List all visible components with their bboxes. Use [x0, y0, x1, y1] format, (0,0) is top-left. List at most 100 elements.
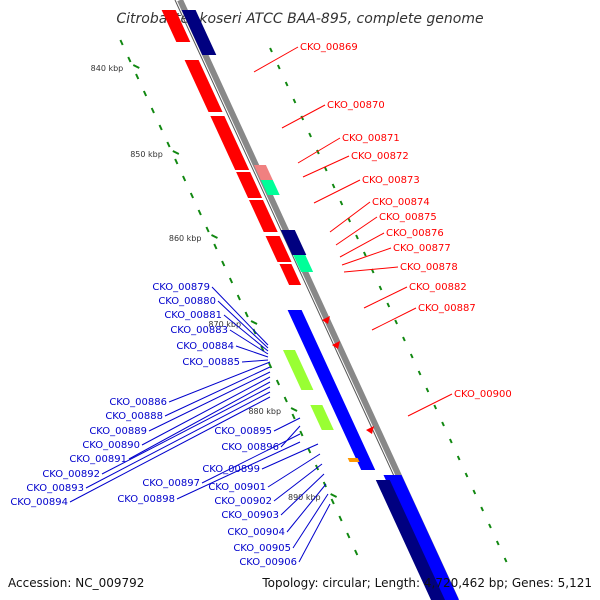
leader-line: [128, 381, 271, 460]
leader-line: [201, 433, 301, 484]
forward-gene-label: CKO_00874: [372, 197, 430, 208]
gc-mark-right: [449, 438, 453, 444]
gc-mark-right: [308, 132, 312, 138]
leader-line: [329, 201, 371, 233]
leader-line: [69, 396, 271, 503]
leader-line: [148, 371, 271, 432]
gc-mark-left: [135, 73, 140, 80]
lime-feature-block: [310, 405, 334, 430]
forward-gene-label: CKO_00873: [362, 175, 420, 186]
pink-feature-block: [253, 165, 273, 180]
leader-line: [253, 46, 299, 73]
reverse-gene-label: CKO_00903: [221, 510, 279, 521]
leader-line: [280, 425, 301, 448]
gc-mark-left: [236, 294, 241, 301]
reverse-gene-label: CKO_00896: [221, 442, 279, 453]
reverse-cds-block: [287, 310, 376, 470]
kbp-tick-label: 840 kbp: [91, 64, 124, 73]
kbp-tick: [290, 407, 298, 412]
leader-line: [273, 417, 301, 432]
reverse-gene-label: CKO_00897: [142, 478, 200, 489]
leader-line: [341, 247, 392, 266]
kbp-tick-label: 860 kbp: [169, 234, 202, 243]
forward-gene-label: CKO_00869: [300, 42, 358, 53]
leader-line: [363, 286, 408, 309]
leader-line: [176, 441, 301, 500]
gc-mark-right: [355, 234, 359, 240]
gc-mark-left: [182, 175, 187, 182]
kbp-tick: [172, 150, 180, 155]
reverse-cds-block: [383, 475, 459, 600]
forward-gene-label: CKO_00875: [379, 212, 437, 223]
gc-mark-right: [378, 285, 383, 291]
gc-mark-left: [260, 345, 265, 352]
leader-line: [292, 493, 329, 549]
reverse-gene-label: CKO_00888: [105, 411, 163, 422]
gc-mark-left: [221, 260, 226, 267]
forward-cds-block: [249, 200, 278, 232]
gc-mark-left: [291, 413, 296, 420]
lime-feature-block: [283, 350, 314, 390]
gc-mark-right: [402, 336, 406, 342]
gc-mark-left: [127, 56, 132, 63]
forward-gene-label: CKO_00900: [454, 389, 512, 400]
gc-mark-right: [480, 506, 484, 512]
gc-mark-left: [275, 379, 281, 386]
gc-mark-right: [503, 557, 508, 563]
gc-mark-right: [464, 472, 469, 478]
reverse-gene-label: CKO_00901: [208, 482, 266, 493]
reverse-gene-label: CKO_00894: [10, 497, 68, 508]
kbp-tick-label: 870 kbp: [208, 320, 241, 329]
forward-gene-label: CKO_00870: [327, 100, 385, 111]
forward-gene-label: CKO_00877: [393, 243, 451, 254]
map-title: Citrobacter koseri ATCC BAA-895, complet…: [116, 11, 483, 27]
reverse-gene-label: CKO_00891: [69, 454, 127, 465]
kbp-tick-group: 840 kbp 850 kbp 860 kbp 870 kbp 880 kbp 890 k…: [91, 64, 338, 502]
kbp-tick: [132, 64, 140, 69]
reverse-gene-label: CKO_00886: [109, 397, 167, 408]
dark-cds-block: [181, 10, 217, 55]
gc-mark-left: [244, 311, 249, 318]
rna-feature-block: [260, 180, 280, 195]
forward-cds-block: [161, 10, 191, 42]
reverse-gene-label: CKO_00879: [152, 282, 210, 293]
gc-mark-left: [299, 430, 304, 437]
leader-line: [164, 366, 271, 417]
reverse-gene-label: CKO_00893: [26, 483, 84, 494]
leader-line: [286, 483, 327, 533]
gc-mark-right: [363, 251, 367, 257]
reverse-gene-label: CKO_00884: [176, 341, 234, 352]
gc-mark-left: [283, 396, 288, 403]
gc-mark-right: [433, 404, 438, 410]
gc-mark-right: [394, 319, 398, 325]
gc-mark-right: [323, 166, 328, 172]
leader-line: [101, 386, 271, 475]
gc-mark-left: [330, 498, 335, 505]
leader-line: [85, 391, 271, 489]
gc-mark-left: [228, 277, 234, 284]
leader-line: [223, 314, 269, 352]
gc-mark-right: [292, 98, 297, 104]
reverse-gene-label: CKO_00902: [214, 496, 272, 507]
topology-label: Topology: circular; Length: 4,720,462 bp…: [262, 576, 592, 590]
leader-line: [371, 307, 417, 331]
dark-cds-block: [280, 230, 307, 255]
leader-line: [211, 286, 269, 346]
kbp-tick-label: 890 kbp: [288, 493, 321, 502]
leader-line: [298, 503, 331, 563]
gc-mark-right: [495, 540, 500, 546]
gc-mark-right: [472, 489, 477, 495]
gc-mark-left: [158, 124, 163, 131]
gc-mark-right: [441, 421, 445, 427]
gc-mark-right: [269, 47, 273, 53]
leader-line: [339, 232, 385, 258]
gc-mark-right: [425, 387, 430, 393]
leader-line: [229, 329, 269, 355]
accession-label: Accession: NC_009792: [8, 576, 145, 590]
leader-line: [302, 155, 350, 178]
leader-line: [235, 345, 269, 358]
reverse-gene-label: CKO_00898: [117, 494, 175, 505]
gc-mark-right: [409, 353, 414, 359]
gc-mark-left: [268, 362, 273, 369]
leader-line: [335, 216, 378, 246]
